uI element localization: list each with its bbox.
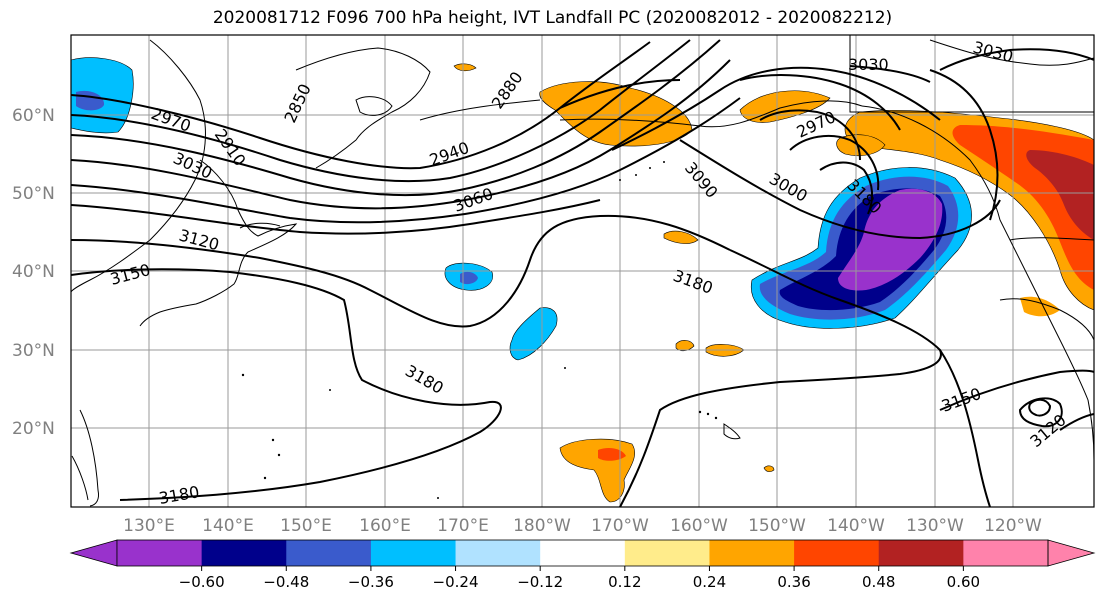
colorbar-bin <box>201 540 287 566</box>
colorbar-tick-label: 0.12 <box>608 573 641 591</box>
colorbar-segments <box>117 540 1049 566</box>
colorbar-tick-label: −0.60 <box>179 573 225 591</box>
lon-label: 140°W <box>827 516 885 536</box>
colorbar-tick-label: 0.60 <box>947 573 980 591</box>
lat-label: 30°N <box>12 341 55 361</box>
lat-label: 20°N <box>12 419 55 439</box>
colorbar-bin <box>370 540 457 566</box>
colorbar-tick-label: 0.36 <box>777 573 810 591</box>
colorbar-bin <box>624 540 710 566</box>
colorbar-tick-label: 0.24 <box>693 573 726 591</box>
colorbar-tick-label: −0.48 <box>263 573 309 591</box>
lon-label: 170°W <box>591 516 649 536</box>
colorbar-extend-max <box>1047 539 1096 567</box>
colorbar-bin <box>286 540 372 566</box>
colorbar-tick-label: −0.24 <box>433 573 479 591</box>
colorbar-bin <box>963 540 1049 566</box>
map-panel: 2970 2910 2850 2880 2940 3030 3060 3120 … <box>71 35 1094 507</box>
lat-label: 40°N <box>12 262 55 282</box>
height-contours <box>71 39 1094 507</box>
colorbar-bin <box>794 540 880 566</box>
lon-label: 130°W <box>906 516 964 536</box>
colorbar-tick-label: −0.36 <box>348 573 394 591</box>
latitude-labels: 60°N 50°N 40°N 30°N 20°N <box>12 106 55 439</box>
lon-label: 180°W <box>513 516 571 536</box>
colorbar-bin <box>878 540 964 566</box>
colorbar-bin <box>455 540 541 566</box>
longitude-labels: 130°E 140°E 150°E 160°E 170°E 180°W 170°… <box>123 516 1042 536</box>
colorbar-extend-min <box>69 539 118 567</box>
map-title: 2020081712 F096 700 hPa height, IVT Land… <box>212 8 893 28</box>
lon-label: 130°E <box>123 516 175 536</box>
colorbar-bin <box>540 540 626 566</box>
lon-label: 150°W <box>748 516 806 536</box>
lon-label: 150°E <box>280 516 332 536</box>
lon-label: 170°E <box>437 516 489 536</box>
colorbar-bin <box>709 540 795 566</box>
lon-label: 120°W <box>984 516 1042 536</box>
colorbar-bin <box>117 540 203 566</box>
lat-label: 60°N <box>12 106 55 126</box>
colorbar: −0.60 −0.48 −0.36 −0.24 −0.12 0.12 0.24 0.36 0.4… <box>69 539 1096 591</box>
lon-label: 160°E <box>359 516 411 536</box>
gridlines <box>71 35 1094 507</box>
colorbar-tick-label: −0.12 <box>517 573 563 591</box>
map-frame <box>70 34 1095 508</box>
lon-label: 160°W <box>670 516 728 536</box>
lat-label: 50°N <box>12 184 55 204</box>
islands <box>241 161 718 499</box>
colorbar-ticks: −0.60 −0.48 −0.36 −0.24 −0.12 0.12 0.24 0.36 0.4… <box>179 566 980 591</box>
lon-label: 140°E <box>202 516 254 536</box>
contour-label: 3030 <box>848 55 889 74</box>
colorbar-tick-label: 0.48 <box>862 573 895 591</box>
